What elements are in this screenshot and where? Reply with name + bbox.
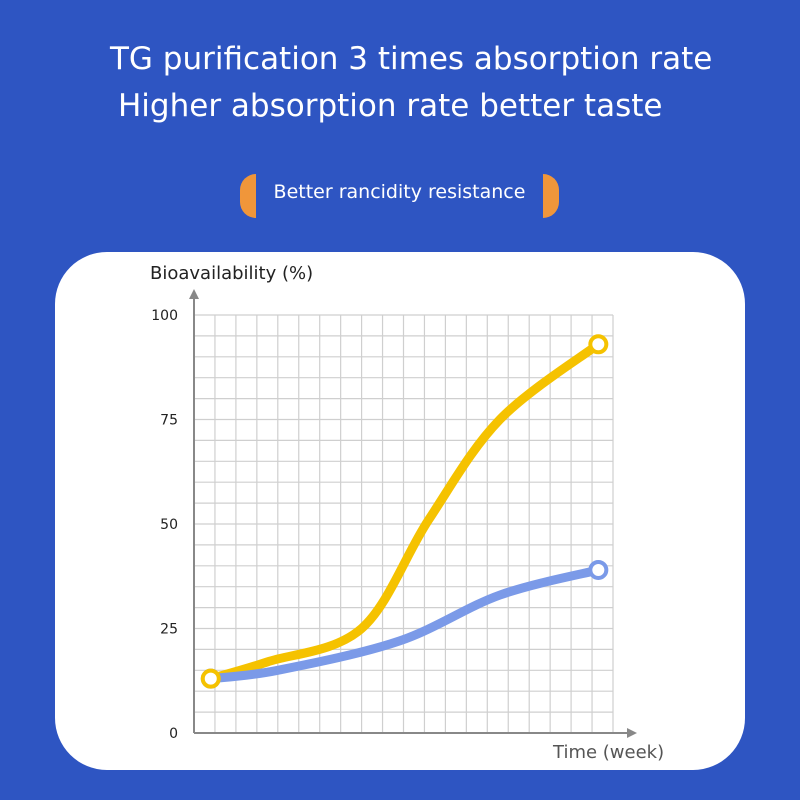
- x-axis-label: Time (week): [552, 742, 664, 763]
- chart-card: 0 25 50 75 100 Bioavailability (%) Time (wee…: [55, 252, 745, 770]
- data-point-marker-0: [200, 668, 221, 689]
- x-axis-arrow-icon: [627, 728, 637, 738]
- series-line-0: [206, 339, 603, 684]
- grid: [193, 314, 614, 734]
- y-axis-arrow-icon: [189, 289, 199, 299]
- series: [200, 334, 609, 689]
- feature-badge: Better rancidity resistance: [273, 181, 526, 203]
- series-line-1: [206, 565, 603, 684]
- y-axis-label: Bioavailability (%): [150, 263, 313, 284]
- badge-right-accent: [543, 174, 559, 218]
- y-tick-label: 100: [151, 308, 178, 324]
- headline-line-2: Higher absorption rate better taste: [118, 88, 663, 124]
- y-tick-label: 50: [160, 517, 178, 533]
- data-point-marker-1: [588, 559, 609, 580]
- y-tick-label: 0: [169, 726, 178, 742]
- axes: [189, 289, 637, 738]
- badge-left-accent: [240, 174, 256, 218]
- line-chart: 0 25 50 75 100 Bioavailability (%) Time (wee…: [150, 263, 664, 763]
- data-point-marker-0: [588, 334, 609, 355]
- y-ticks: 0 25 50 75 100: [151, 308, 178, 742]
- y-tick-label: 25: [160, 622, 178, 638]
- headline-line-1: TG purification 3 times absorption rate: [110, 41, 713, 77]
- y-tick-label: 75: [160, 413, 178, 429]
